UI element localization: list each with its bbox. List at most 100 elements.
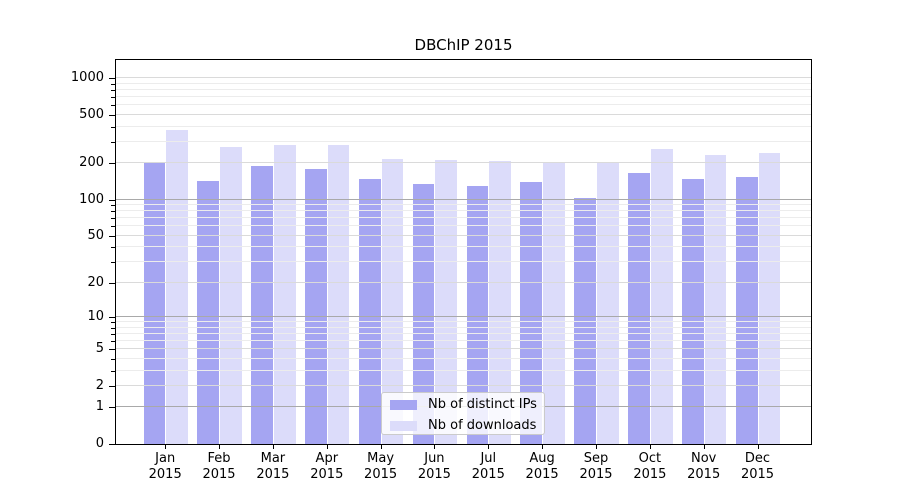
y-tick-mark-minor-90 — [111, 205, 115, 207]
gridline-minor-900 — [116, 82, 811, 84]
x-tick-label-aug: Aug 2015 — [510, 451, 574, 483]
y-tick-mark-5 — [109, 349, 115, 351]
bar-distinct-ips-sep — [574, 197, 596, 444]
x-tick-mark-jul — [488, 445, 490, 449]
y-tick-mark-minor-40 — [111, 247, 115, 249]
x-tick-label-sep: Sep 2015 — [564, 451, 628, 483]
y-tick-mark-50 — [109, 235, 115, 237]
y-tick-mark-0 — [109, 444, 115, 445]
x-tick-month: Nov — [691, 451, 717, 466]
x-tick-mark-jan — [165, 445, 167, 449]
x-tick-year: 2015 — [310, 467, 344, 482]
gridline-500 — [116, 113, 811, 115]
y-tick-mark-minor-7 — [111, 333, 115, 335]
y-tick-label-2: 2 — [95, 377, 104, 393]
legend-row-downloads: Nb of downloads — [390, 416, 544, 435]
y-tick-label-5: 5 — [95, 341, 104, 357]
y-tick-label-100: 100 — [79, 191, 104, 207]
x-tick-month: Jun — [424, 451, 445, 466]
bar-distinct-ips-aug — [520, 182, 543, 444]
x-tick-month: Apr — [315, 451, 339, 466]
chart-title: DBChIP 2015 — [414, 36, 513, 54]
bar-distinct-ips-jul — [466, 185, 489, 444]
y-tick-mark-minor-800 — [111, 90, 115, 91]
y-tick-mark-20 — [109, 282, 115, 284]
y-tick-mark-minor-8 — [111, 327, 115, 329]
gridline-minor-300 — [116, 140, 811, 142]
y-tick-mark-minor-60 — [111, 226, 115, 228]
y-tick-label-20: 20 — [87, 274, 104, 290]
y-tick-mark-minor-9 — [111, 322, 115, 324]
gridline-1000 — [116, 77, 811, 79]
y-tick-label-1: 1 — [95, 399, 104, 415]
x-tick-month: Dec — [744, 451, 771, 466]
x-tick-year: 2015 — [256, 467, 290, 482]
x-tick-label-apr: Apr 2015 — [295, 451, 359, 483]
x-tick-label-jul: Jul 2015 — [456, 451, 520, 483]
y-tick-mark-1000 — [109, 78, 115, 80]
x-tick-month: Jan — [155, 451, 176, 466]
x-tick-year: 2015 — [525, 467, 559, 482]
x-tick-mark-feb — [219, 445, 220, 449]
bar-distinct-ips-jun — [412, 183, 435, 444]
x-tick-month: Sep — [583, 451, 609, 466]
bar-downloads-nov — [704, 155, 727, 444]
gridline-minor-400 — [116, 125, 811, 127]
legend-swatch-distinct-ips — [390, 399, 417, 410]
bar-distinct-ips-feb — [197, 180, 219, 444]
y-tick-mark-minor-4 — [111, 358, 115, 360]
bar-downloads-mar — [273, 144, 296, 444]
x-tick-year: 2015 — [633, 467, 667, 482]
y-tick-mark-minor-900 — [111, 83, 115, 85]
x-tick-label-dec: Dec 2015 — [726, 451, 790, 483]
x-tick-label-jun: Jun 2015 — [402, 451, 466, 483]
bar-downloads-apr — [327, 145, 350, 444]
x-tick-label-oct: Oct 2015 — [618, 451, 682, 483]
x-tick-month: May — [367, 451, 395, 466]
bar-downloads-jun — [435, 160, 458, 444]
y-tick-mark-minor-300 — [111, 141, 115, 143]
bar-distinct-ips-nov — [682, 178, 704, 444]
y-tick-mark-200 — [109, 163, 115, 165]
legend-label-downloads: Nb of downloads — [428, 417, 537, 433]
bar-downloads-aug — [543, 162, 565, 444]
x-tick-label-mar: Mar 2015 — [241, 451, 305, 483]
bar-downloads-may — [381, 159, 404, 444]
gridline-minor-700 — [116, 96, 811, 98]
bar-distinct-ips-may — [358, 178, 381, 444]
x-tick-year: 2015 — [364, 467, 398, 482]
y-tick-label-50: 50 — [87, 227, 104, 243]
y-tick-label-200: 200 — [79, 155, 104, 171]
x-tick-mark-apr — [326, 445, 328, 449]
x-tick-label-nov: Nov 2015 — [672, 451, 736, 483]
bar-downloads-jan — [166, 130, 188, 444]
y-tick-mark-minor-600 — [111, 105, 115, 107]
y-tick-mark-minor-30 — [111, 262, 115, 264]
x-tick-month: Mar — [260, 451, 286, 466]
bar-distinct-ips-mar — [251, 165, 273, 444]
x-tick-year: 2015 — [202, 467, 236, 482]
bar-distinct-ips-apr — [305, 169, 327, 444]
x-tick-mark-nov — [703, 445, 705, 449]
legend: Nb of distinct IPs Nb of downloads — [381, 392, 545, 435]
x-tick-mark-aug — [542, 445, 544, 449]
legend-label-distinct-ips: Nb of distinct IPs — [428, 396, 537, 412]
y-tick-label-0: 0 — [95, 436, 104, 451]
x-tick-label-feb: Feb 2015 — [187, 451, 251, 483]
bar-downloads-sep — [597, 161, 619, 444]
y-tick-mark-minor-700 — [111, 97, 115, 99]
y-tick-mark-2 — [109, 385, 115, 387]
y-tick-mark-100 — [109, 199, 115, 201]
y-tick-mark-minor-400 — [111, 126, 115, 128]
x-tick-mark-may — [380, 445, 382, 449]
y-tick-label-500: 500 — [79, 106, 104, 122]
x-tick-year: 2015 — [687, 467, 721, 482]
x-tick-label-may: May 2015 — [349, 451, 413, 483]
x-tick-mark-dec — [757, 445, 759, 449]
x-tick-year: 2015 — [471, 467, 505, 482]
x-tick-mark-mar — [272, 445, 274, 449]
x-tick-month: Oct — [638, 451, 662, 466]
x-tick-mark-jun — [434, 445, 436, 449]
bar-downloads-feb — [220, 146, 242, 444]
